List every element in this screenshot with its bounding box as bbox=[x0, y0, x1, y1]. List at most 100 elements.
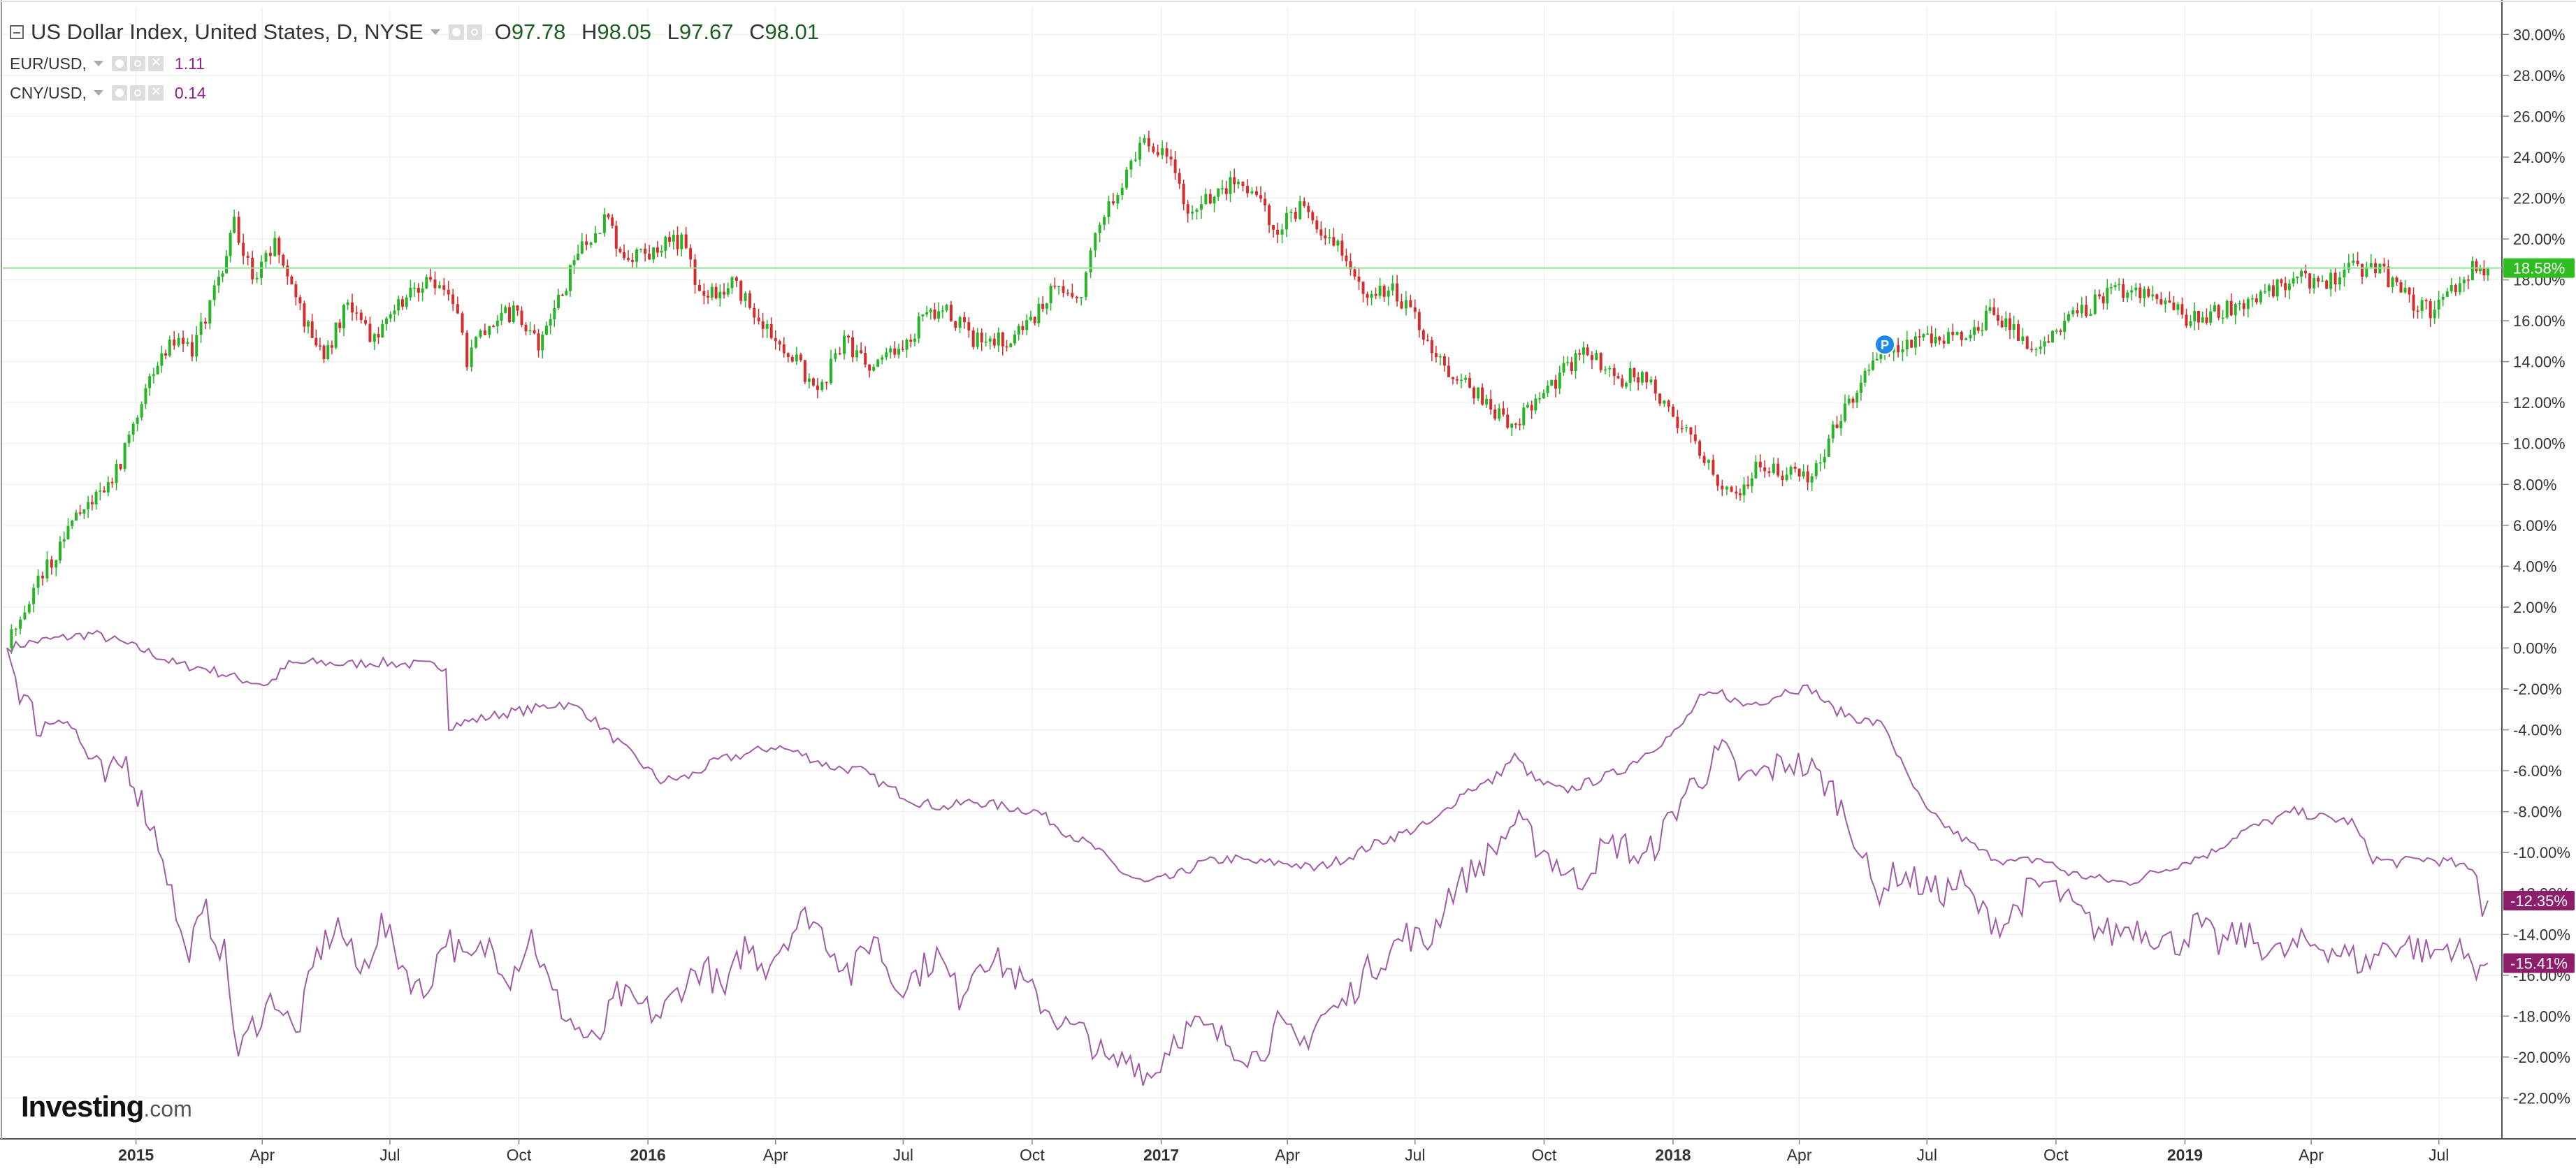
candle-body bbox=[1001, 332, 1004, 347]
candle-body bbox=[74, 512, 78, 521]
y-tick-label: -10.00% bbox=[2513, 844, 2570, 861]
candle-body bbox=[483, 330, 486, 335]
high-label: H bbox=[581, 20, 598, 44]
candle-body bbox=[949, 305, 953, 321]
candle-body bbox=[66, 525, 70, 539]
candle-body bbox=[1075, 296, 1078, 298]
candle-body bbox=[2475, 261, 2478, 272]
candle-body bbox=[2246, 298, 2250, 310]
last-value-text: -15.41% bbox=[2510, 955, 2568, 973]
candle-body bbox=[2055, 330, 2058, 332]
candle-body bbox=[1814, 463, 1818, 477]
eye-icon[interactable] bbox=[448, 24, 464, 40]
candle-body bbox=[2089, 314, 2092, 317]
candle-body bbox=[594, 233, 598, 243]
candle-body bbox=[233, 217, 236, 233]
candle-body bbox=[1259, 195, 1263, 199]
compare-name[interactable]: EUR/USD, bbox=[10, 54, 87, 73]
gear-icon[interactable] bbox=[466, 24, 482, 40]
candle-body bbox=[560, 294, 564, 296]
collapse-icon[interactable] bbox=[10, 25, 24, 39]
candle-body bbox=[1510, 423, 1514, 428]
chevron-down-icon[interactable] bbox=[93, 61, 103, 66]
candle-body bbox=[1746, 484, 1750, 486]
candle-body bbox=[351, 302, 354, 313]
candle-body bbox=[1621, 378, 1624, 387]
candle-body bbox=[1451, 377, 1454, 379]
candlesticks bbox=[10, 131, 2489, 654]
compare-name[interactable]: CNY/USD, bbox=[10, 83, 87, 102]
candle-body bbox=[958, 317, 962, 328]
candle-body bbox=[2213, 305, 2216, 312]
y-tick-label: 6.00% bbox=[2513, 517, 2556, 534]
candle-body bbox=[2109, 287, 2113, 289]
candle-body bbox=[1550, 379, 1554, 386]
close-icon[interactable] bbox=[147, 55, 164, 71]
candle-body bbox=[1863, 370, 1867, 383]
candle-body bbox=[71, 521, 74, 526]
candle-body bbox=[314, 337, 318, 346]
candle-body bbox=[82, 509, 86, 514]
candle-body bbox=[2071, 310, 2075, 314]
candle-body bbox=[1236, 182, 1240, 184]
y-tick-label: -18.00% bbox=[2513, 1008, 2570, 1025]
candle-body bbox=[2164, 300, 2167, 305]
candle-body bbox=[689, 248, 693, 260]
candle-body bbox=[1111, 201, 1115, 204]
candle-body bbox=[660, 250, 663, 253]
candle-body bbox=[1955, 331, 1959, 335]
x-tick-label: Apr bbox=[1787, 1146, 1812, 1164]
candle-body bbox=[1029, 317, 1032, 321]
candle-body bbox=[368, 323, 372, 342]
gear-icon[interactable] bbox=[129, 85, 145, 101]
candle-body bbox=[1125, 169, 1129, 188]
gear-icon[interactable] bbox=[129, 56, 145, 71]
candle-body bbox=[2271, 285, 2275, 297]
eye-icon[interactable] bbox=[111, 56, 127, 71]
candle-body bbox=[90, 502, 94, 504]
candle-body bbox=[322, 345, 326, 359]
candle-body bbox=[1910, 340, 1913, 348]
candle-body bbox=[277, 238, 281, 255]
candle-body bbox=[318, 345, 321, 347]
candle-body bbox=[864, 352, 867, 365]
chevron-down-icon[interactable] bbox=[93, 90, 103, 96]
candle-body bbox=[847, 335, 851, 337]
main-series-title[interactable]: US Dollar Index, United States, D, NYSE bbox=[31, 20, 424, 44]
candle-body bbox=[1455, 379, 1459, 381]
candle-body bbox=[2343, 270, 2346, 278]
candle-body bbox=[1689, 427, 1693, 435]
y-tick-label: 0.00% bbox=[2513, 639, 2556, 657]
y-tick-label: -14.00% bbox=[2513, 926, 2570, 943]
candle-body bbox=[1272, 225, 1275, 230]
candle-body bbox=[1220, 188, 1224, 189]
candle-body bbox=[282, 254, 285, 266]
close-icon[interactable] bbox=[147, 85, 164, 101]
candle-body bbox=[2168, 300, 2171, 303]
ohlc-readout: O97.78 H98.05 L97.67 C98.01 bbox=[495, 20, 819, 45]
annotation-markers[interactable]: P bbox=[1874, 334, 1896, 356]
investing-logo[interactable]: Investing.com bbox=[21, 1090, 192, 1123]
candle-body bbox=[186, 342, 189, 344]
candle-body bbox=[1319, 229, 1323, 236]
event-marker[interactable] bbox=[1874, 334, 1896, 356]
candle-body bbox=[203, 321, 207, 324]
candle-body bbox=[905, 340, 909, 350]
candle-body bbox=[913, 338, 916, 342]
candle-body bbox=[889, 348, 892, 353]
x-tick-label: Jul bbox=[1405, 1146, 1425, 1164]
y-tick-label: 16.00% bbox=[2513, 312, 2566, 330]
candle-body bbox=[1037, 303, 1041, 323]
chevron-down-icon[interactable] bbox=[430, 29, 440, 35]
candle-body bbox=[2338, 277, 2342, 285]
candle-body bbox=[2106, 287, 2109, 304]
candle-body bbox=[834, 353, 837, 359]
candle-body bbox=[2470, 261, 2474, 281]
candle-body bbox=[2292, 278, 2295, 284]
candle-body bbox=[644, 249, 647, 254]
eye-icon[interactable] bbox=[111, 85, 127, 101]
candle-body bbox=[475, 337, 478, 348]
x-tick-label: Apr bbox=[763, 1146, 788, 1164]
candle-body bbox=[1328, 237, 1331, 239]
